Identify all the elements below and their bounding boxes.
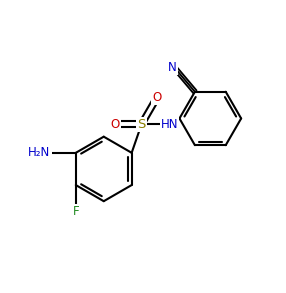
Text: H₂N: H₂N (28, 146, 51, 159)
Text: O: O (110, 117, 120, 131)
Text: O: O (152, 91, 162, 104)
Text: N: N (168, 62, 177, 74)
Text: HN: HN (161, 117, 178, 131)
Text: S: S (137, 117, 146, 131)
Text: F: F (72, 205, 79, 218)
